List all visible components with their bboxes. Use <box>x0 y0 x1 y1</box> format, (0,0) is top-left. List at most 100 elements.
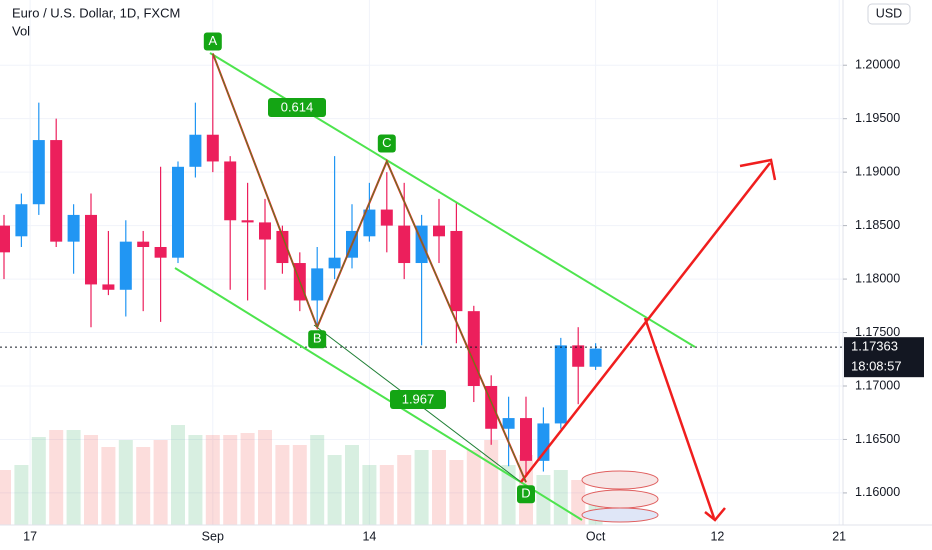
volume-bar <box>153 440 168 525</box>
x-tick-label: 21 <box>832 529 846 543</box>
candle-body <box>572 345 585 367</box>
candle-body <box>520 418 532 461</box>
volume-bar <box>171 425 185 525</box>
point-box <box>308 330 327 349</box>
candle-body <box>554 345 567 424</box>
chart-title: Euro / U.S. Dollar, 1D, FXCM <box>12 5 180 20</box>
point-label: C <box>382 135 391 150</box>
candle-body <box>172 166 184 258</box>
y-tick-label: 1.18000 <box>855 271 900 285</box>
ratio-label: 0.614 <box>281 99 314 114</box>
candle-body <box>467 311 480 386</box>
volume-bar <box>84 435 98 525</box>
volume-bar <box>327 455 342 525</box>
point-label: D <box>521 486 530 501</box>
volume-bar <box>31 437 46 525</box>
volume-bar <box>571 480 586 525</box>
countdown-label: 18:08:57 <box>851 359 902 374</box>
candle-body <box>102 284 115 290</box>
projection-down <box>643 317 716 519</box>
volume-bar <box>484 440 499 525</box>
y-tick-label: 1.16500 <box>855 432 900 446</box>
x-tick-label: Oct <box>586 529 606 543</box>
pattern-layer: A B C D <box>203 32 535 504</box>
point-box <box>517 485 535 504</box>
y-tick-label: 1.16000 <box>855 485 900 499</box>
volume-bar <box>223 435 238 525</box>
currency-button[interactable] <box>867 3 911 25</box>
price-tag <box>844 337 924 378</box>
candle-body <box>276 230 289 264</box>
volume-bar <box>0 470 11 525</box>
volume-bar <box>240 433 255 525</box>
candle-body <box>502 418 515 429</box>
x-tick-label: 12 <box>710 529 724 543</box>
y-tick-label: 1.17000 <box>855 378 900 392</box>
x-tick-label: 14 <box>362 529 376 543</box>
ratio-box <box>268 98 326 117</box>
candle-body <box>67 214 80 242</box>
y-tick-label: 1.19000 <box>855 164 900 178</box>
volume-bar <box>205 435 220 525</box>
volume-bar <box>379 465 394 525</box>
volume-bar <box>345 445 359 525</box>
candle-body <box>119 241 132 290</box>
candle-body <box>259 222 271 240</box>
currency-label[interactable]: USD <box>876 6 902 20</box>
price-tag-label: 1.17363 <box>851 339 898 354</box>
volume-bar <box>397 455 412 525</box>
candle-body <box>50 140 63 242</box>
volume-label: Vol <box>12 23 30 38</box>
volume-bar <box>136 447 151 525</box>
candle-body <box>32 140 45 205</box>
y-tick-label: 1.17500 <box>855 325 900 339</box>
y-tick-label: 1.19500 <box>855 111 900 125</box>
point-box <box>203 32 222 51</box>
y-tick-label: 1.20000 <box>855 58 900 72</box>
candle-body <box>328 257 341 269</box>
axis-layer: 1.16000 1.16500 1.17000 1.17500 1.18000 1.185… <box>23 58 924 543</box>
channel-bottom <box>174 267 583 521</box>
candle-body <box>433 225 445 237</box>
y-tick-label: 1.18500 <box>855 218 900 232</box>
candle-body <box>363 209 376 237</box>
volume-bar <box>466 450 481 525</box>
point-label: A <box>208 33 217 48</box>
volume-bar <box>362 465 377 525</box>
volume-bar <box>501 465 516 525</box>
volume-bar <box>449 460 464 525</box>
volume-bar <box>432 450 446 525</box>
candle-body <box>380 209 393 226</box>
candle-body <box>398 225 411 264</box>
candle-body <box>189 134 202 167</box>
volume-bar <box>275 445 290 525</box>
candle-body <box>15 204 28 237</box>
x-tick-label: Sep <box>202 529 224 543</box>
volume-bar <box>118 440 133 525</box>
logo <box>581 470 659 523</box>
arrowhead-up <box>739 158 777 181</box>
candle-body <box>241 220 254 223</box>
volume-bar <box>14 465 29 525</box>
volume-bar <box>258 430 272 525</box>
ratio-label: 1.967 <box>402 391 435 406</box>
volume-bar <box>536 475 551 525</box>
arrowhead-down <box>704 507 726 522</box>
volume-bar <box>310 435 325 525</box>
candle-body <box>154 246 167 258</box>
ratio-box <box>390 390 446 409</box>
point-box <box>377 134 396 153</box>
volume-bar <box>292 445 307 525</box>
volume-bar <box>188 435 203 525</box>
pattern-line-outer <box>212 53 527 483</box>
candle-body <box>311 268 324 301</box>
point-label: B <box>313 331 322 346</box>
candle-body <box>206 134 219 162</box>
volume-bar <box>101 447 116 525</box>
volume-bar <box>553 470 568 525</box>
candle-body <box>450 230 463 312</box>
candle-body <box>0 225 10 253</box>
grid <box>0 0 843 525</box>
